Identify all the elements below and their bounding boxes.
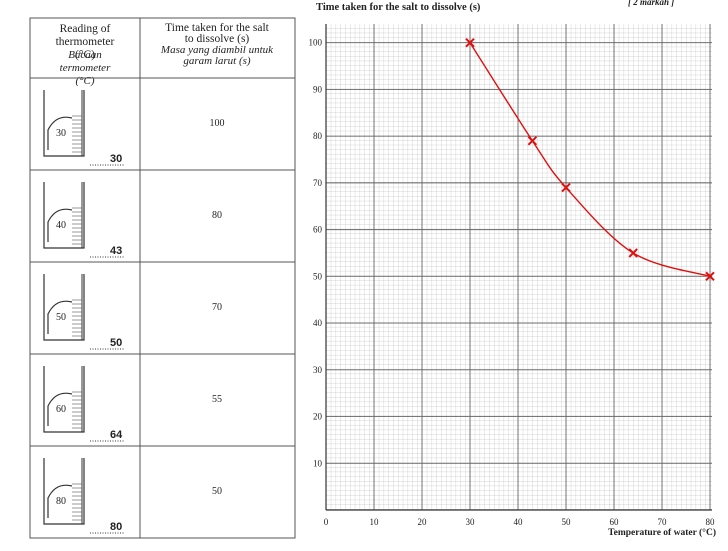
scale-label: 30 <box>56 128 66 139</box>
y-tick-label: 10 <box>313 458 323 468</box>
y-tick-label: 100 <box>309 38 323 48</box>
header-text-malay: Bacaan termometer (°C) <box>60 49 111 87</box>
x-axis-label: Temperature of water (°C) <box>608 527 716 538</box>
thermometer-outline <box>43 182 85 249</box>
y-tick-label: 70 <box>313 178 323 188</box>
x-tick-label: 70 <box>658 517 668 527</box>
thermometer-bulb <box>47 392 73 426</box>
y-tick-label: 50 <box>313 271 323 281</box>
thermometer: 30 <box>43 90 85 157</box>
header-text: Time taken for the salt to dissolve (s) <box>165 22 270 45</box>
x-tick-label: 80 <box>706 517 716 527</box>
chart: Time taken for the salt to dissolve (s) [… <box>309 0 717 538</box>
thermometer-bulb <box>47 300 73 334</box>
y-tick-label: 20 <box>313 412 323 422</box>
scale-label: 40 <box>56 220 66 231</box>
y-tick-label: 90 <box>313 84 323 94</box>
y-tick-label: 60 <box>313 225 323 235</box>
header-text-malay: Masa yang diambil untuk garam larut (s) <box>160 44 274 67</box>
x-tick-label: 10 <box>370 517 380 527</box>
thermometer: 50 <box>43 274 85 341</box>
y-tick-label: 30 <box>313 365 323 375</box>
thermometer-bulb <box>47 208 73 242</box>
reading-value: 43 <box>110 245 122 257</box>
scale-label: 80 <box>56 496 66 507</box>
thermometer-bulb <box>47 484 73 518</box>
thermometer-outline <box>43 366 85 433</box>
thermometer-outline <box>43 90 85 157</box>
data-point <box>561 182 571 193</box>
minor-grid <box>326 24 712 510</box>
chart-title: Time taken for the salt to dissolve (s) <box>316 2 481 13</box>
thermometer-outline <box>43 458 85 525</box>
reading-value: 64 <box>110 429 123 441</box>
time-value: 80 <box>212 210 222 221</box>
table-border <box>29 17 296 539</box>
reading-value: 80 <box>110 521 122 533</box>
reading-value: 30 <box>110 153 122 165</box>
time-value: 55 <box>212 394 222 405</box>
x-tick-label: 0 <box>324 517 329 527</box>
y-tick-label: 40 <box>313 318 323 328</box>
scale-label: 60 <box>56 404 66 415</box>
time-value: 50 <box>212 486 222 497</box>
thermometer-outline <box>43 274 85 341</box>
x-tick-label: 40 <box>514 517 524 527</box>
reading-value: 50 <box>110 337 122 349</box>
mark-note: [ 2 markah ] <box>628 0 674 7</box>
data-point <box>705 271 715 282</box>
x-tick-label: 30 <box>466 517 476 527</box>
thermometer: 60 <box>43 366 85 433</box>
header-text: Reading of thermometer (°C) <box>56 23 115 61</box>
x-tick-label: 20 <box>418 517 428 527</box>
y-tick-label: 80 <box>313 131 323 141</box>
data-point <box>465 37 475 48</box>
thermometer: 80 <box>43 458 85 525</box>
data-point <box>527 136 538 146</box>
x-tick-label: 60 <box>610 517 620 527</box>
thermometer: 40 <box>43 182 85 249</box>
data-point <box>628 248 638 258</box>
table: Reading of thermometer (°C)Bacaan termomete… <box>29 17 296 539</box>
scale-label: 50 <box>56 312 66 323</box>
time-value: 70 <box>212 302 222 313</box>
thermometer-bulb <box>47 116 73 150</box>
time-value: 100 <box>210 118 225 129</box>
x-tick-label: 50 <box>562 517 572 527</box>
